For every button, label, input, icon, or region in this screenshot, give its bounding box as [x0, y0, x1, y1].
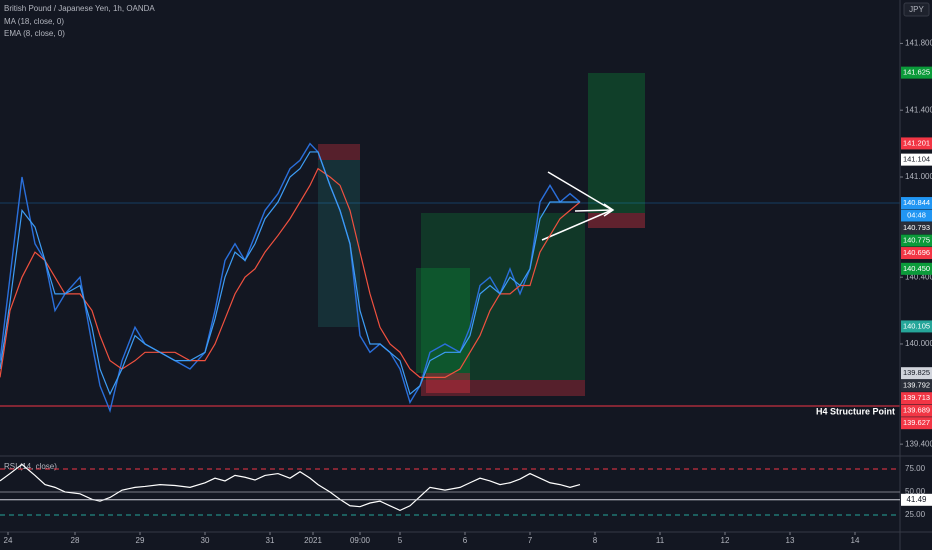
x-tick-label: 13 — [786, 536, 795, 545]
current-label: 41.49 — [906, 495, 927, 504]
x-tick-label: 8 — [593, 536, 598, 545]
series-line — [0, 151, 580, 396]
x-tick-label: 6 — [463, 536, 468, 545]
price-tag — [901, 197, 932, 210]
price-tag-label: 139.689 — [903, 406, 930, 415]
price-tag — [901, 247, 932, 260]
x-tick-label: 14 — [851, 536, 860, 545]
price-tag-label: 139.825 — [903, 368, 930, 377]
price-tag — [901, 379, 932, 392]
currency-button[interactable] — [903, 2, 930, 17]
price-tag-label: 139.627 — [903, 418, 930, 427]
arrow — [574, 203, 615, 217]
current-tag — [901, 493, 932, 506]
x-tick-label: 24 — [4, 536, 13, 545]
price-tag — [901, 320, 932, 333]
rsi-title: RSI (14, close) — [4, 462, 57, 471]
price-tag — [901, 66, 932, 79]
price-tag — [901, 392, 932, 405]
long-stop — [588, 213, 645, 228]
short-stop — [318, 144, 360, 160]
y-tick-label: 141.400 — [905, 105, 932, 114]
long-position — [588, 73, 645, 213]
y-tick-label: 50.00 — [905, 487, 926, 496]
x-tick-label: 09:00 — [350, 536, 371, 545]
long-position — [416, 268, 470, 373]
legend-ema: EMA (8, close, 0) — [4, 29, 65, 38]
x-tick-label: 5 — [398, 536, 403, 545]
price-tag — [901, 137, 932, 150]
price-tag — [901, 153, 932, 166]
x-tick-label: 7 — [528, 536, 533, 545]
symbol-title: British Pound / Japanese Yen, 1h, OANDA — [4, 4, 155, 13]
price-tag-label: 139.713 — [903, 393, 930, 402]
price-tag-label: 140.105 — [903, 321, 930, 330]
price-tag-label: 140.793 — [903, 223, 930, 232]
y-tick-label: 141.000 — [905, 172, 932, 181]
x-tick-label: 2021 — [304, 536, 322, 545]
price-tag-label: 141.104 — [903, 155, 930, 164]
price-tag-label: 140.450 — [903, 264, 930, 273]
price-tag — [901, 417, 932, 430]
y-tick-label: 140.400 — [905, 272, 932, 281]
countdown-tag — [901, 209, 932, 222]
series-line — [0, 142, 581, 414]
price-tag-label: 140.696 — [903, 248, 930, 257]
price-tag — [901, 234, 932, 247]
legend-ma: MA (18, close, 0) — [4, 17, 64, 26]
price-tag-label: 140.844 — [903, 198, 930, 207]
currency-label[interactable]: JPY — [909, 5, 924, 14]
x-tick-label: 29 — [136, 536, 145, 545]
y-tick-label: 139.400 — [905, 439, 932, 448]
price-tag-label: 141.201 — [903, 138, 930, 147]
annotation: H4 Structure Point — [816, 406, 895, 416]
x-tick-label: 12 — [721, 536, 730, 545]
x-tick-label: 31 — [266, 536, 275, 545]
price-tag-label: 139.792 — [903, 381, 930, 390]
long-stop — [421, 380, 585, 396]
countdown: 04:48 — [907, 211, 926, 220]
short-position — [318, 160, 360, 327]
price-tag-label: 140.775 — [903, 236, 930, 245]
y-tick-label: 25.00 — [905, 510, 926, 519]
price-tag — [901, 404, 932, 417]
x-tick-label: 11 — [656, 536, 665, 545]
x-tick-label: 28 — [71, 536, 80, 545]
y-tick-label: 75.00 — [905, 464, 926, 473]
price-tag — [901, 222, 932, 235]
price-tag — [901, 367, 932, 380]
long-stop — [426, 373, 470, 393]
y-tick-label: 140.000 — [905, 339, 932, 348]
price-tag — [901, 262, 932, 275]
series-line — [0, 463, 581, 512]
price-tag-label: 141.625 — [903, 68, 930, 77]
x-tick-label: 30 — [201, 536, 210, 545]
y-tick-label: 141.800 — [905, 39, 932, 48]
series-line — [0, 167, 581, 378]
